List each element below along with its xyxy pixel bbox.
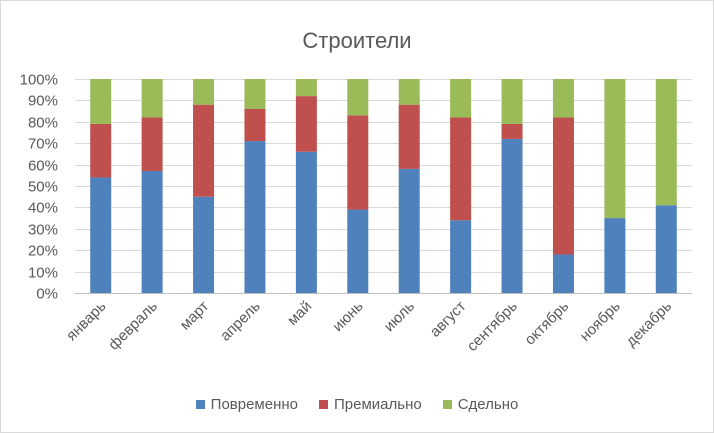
y-tick-label: 80% — [28, 115, 58, 132]
bar-segment-s0-c7 — [450, 220, 472, 293]
y-tick-label: 60% — [28, 158, 58, 175]
legend-swatch-premialno — [319, 399, 328, 409]
bar-segment-s1-c4 — [295, 96, 317, 152]
y-tick-label: 50% — [28, 179, 58, 196]
legend: Повременно Премиально Сдельно — [1, 394, 713, 414]
bar-segment-s0-c3 — [244, 141, 266, 293]
bar-segment-s1-c6 — [398, 104, 420, 169]
bar-segment-s2-c11 — [655, 79, 677, 206]
x-tick-label: декабрь — [623, 298, 676, 351]
bar-segment-s0-c6 — [398, 168, 420, 293]
bar-segment-s0-c10 — [604, 218, 626, 293]
x-tick-label: январь — [63, 298, 110, 345]
bar-segment-s0-c9 — [552, 254, 574, 293]
bar-segment-s2-c2 — [193, 79, 215, 105]
bar-segment-s2-c5 — [347, 79, 369, 116]
bar-segment-s2-c10 — [604, 79, 626, 219]
legend-swatch-povremenno — [195, 399, 205, 409]
x-tick-label: сентябрь — [464, 298, 521, 355]
y-tick-label: 20% — [28, 243, 58, 260]
bar-segment-s2-c0 — [90, 79, 112, 124]
x-tick-label: март — [177, 298, 213, 334]
bar-segment-s1-c1 — [141, 117, 163, 172]
legend-item-sdelno: Сдельно — [442, 395, 519, 413]
y-tick-label: 40% — [28, 200, 58, 217]
bar-segment-s0-c1 — [141, 171, 163, 293]
legend-label-sdelno: Сдельно — [457, 395, 519, 413]
bar-segment-s2-c6 — [398, 79, 420, 105]
bar-segment-s1-c9 — [552, 117, 574, 255]
bar-segment-s0-c4 — [295, 151, 317, 293]
bar-segment-s2-c1 — [141, 79, 163, 118]
bar-segment-s2-c4 — [295, 79, 317, 97]
bar-segment-s0-c0 — [90, 177, 112, 293]
y-tick-label: 10% — [28, 265, 58, 282]
y-tick-label: 70% — [28, 136, 58, 153]
bar-segment-s1-c0 — [90, 123, 112, 178]
bar-segment-s2-c9 — [552, 79, 574, 118]
bar-segment-s0-c2 — [193, 196, 215, 293]
y-tick-label: 0% — [36, 286, 58, 303]
bar-segment-s1-c7 — [450, 117, 472, 221]
bar-segment-s2-c7 — [450, 79, 472, 118]
legend-label-premialno: Премиально — [334, 395, 422, 413]
bar-segment-s2-c3 — [244, 79, 266, 109]
bar-segment-s0-c8 — [501, 138, 523, 293]
bar-segment-s1-c8 — [501, 123, 523, 139]
chart-title: Строители — [302, 28, 412, 53]
bar-segment-s2-c8 — [501, 79, 523, 124]
bar-segment-s0-c5 — [347, 209, 369, 293]
bar-segment-s0-c11 — [655, 205, 677, 293]
y-tick-label: 100% — [20, 72, 58, 89]
legend-item-povremenno: Повременно — [195, 395, 298, 413]
legend-label-povremenno: Повременно — [210, 395, 298, 413]
x-tick-label: июнь — [329, 298, 366, 335]
bar-segment-s1-c2 — [193, 104, 215, 197]
x-tick-label: октябрь — [521, 298, 572, 349]
bar-segment-s1-c5 — [347, 115, 369, 210]
bar-segment-s1-c3 — [244, 108, 266, 142]
legend-item-premialno: Премиально — [319, 396, 422, 413]
x-tick-label: ноябрь — [577, 298, 624, 345]
y-tick-label: 30% — [28, 222, 58, 239]
legend-swatch-sdelno — [442, 399, 452, 409]
y-tick-label: 90% — [28, 93, 58, 110]
x-tick-label: май — [284, 298, 315, 329]
x-tick-label: август — [427, 298, 470, 341]
x-tick-label: июль — [381, 298, 419, 336]
x-tick-label: февраль — [105, 298, 161, 354]
x-tick-label: апрель — [217, 298, 264, 345]
